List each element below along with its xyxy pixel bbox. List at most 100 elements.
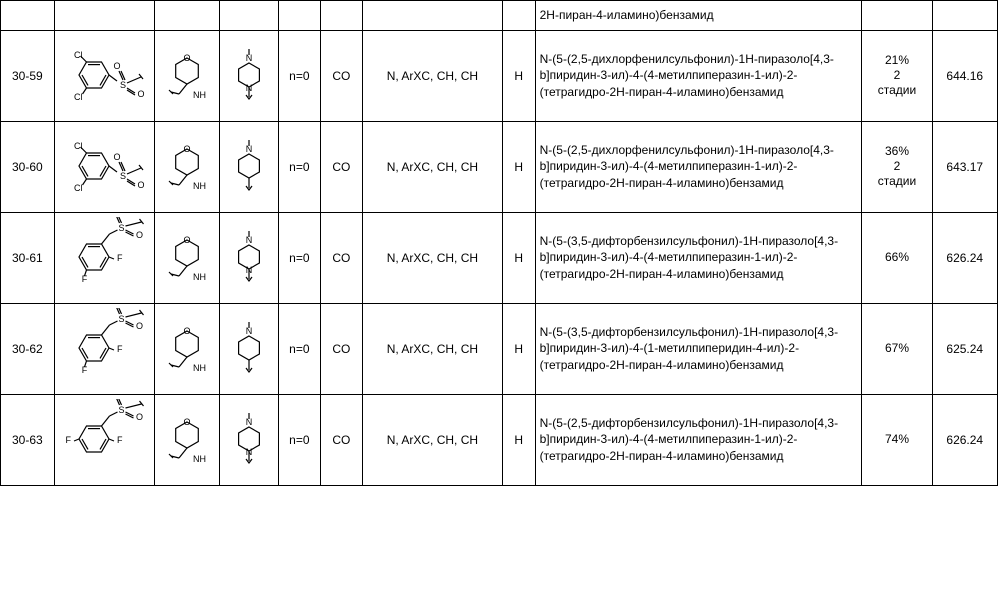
structure-2: ONH [155,121,220,212]
structure-1: ClClSOO [54,30,154,121]
hetero-pattern: N, ArXC, CH, CH [362,303,502,394]
empty-cell [502,1,535,31]
empty-cell [320,1,362,31]
empty-cell [54,1,154,31]
structure-3: NN [220,212,278,303]
compound-name: N-(5-(2,5-дифторбензилсульфонил)-1H-пира… [535,394,862,485]
svg-text:S: S [119,405,125,415]
mass: 643.17 [932,121,997,212]
svg-text:NH: NH [193,90,206,100]
svg-text:O: O [114,61,121,71]
r-group: H [502,303,535,394]
mass: 644.16 [932,30,997,121]
svg-text:Cl: Cl [74,50,83,60]
structure-3: NN [220,30,278,121]
n-value: n=0 [278,303,320,394]
table-row: 30-59 ClClSOO ONH NN n=0 CO N, ArXC, CH,… [1,30,998,121]
mass: 625.24 [932,303,997,394]
svg-text:O: O [136,412,143,422]
empty-cell [1,1,55,31]
structure-2: O NH [155,212,220,303]
structure-3: N [220,121,278,212]
svg-text:S: S [119,314,125,324]
yield: 66% [862,212,932,303]
svg-text:NH: NH [193,454,206,464]
n-value: n=0 [278,121,320,212]
n-value: n=0 [278,212,320,303]
svg-text:Cl: Cl [74,92,83,102]
n-value: n=0 [278,394,320,485]
empty-cell [220,1,278,31]
empty-cell [155,1,220,31]
table-row: 30-61 FFSOO ONH NN n=0 CO N, ArXC, CH, C… [1,212,998,303]
svg-text:F: F [117,253,123,263]
svg-text:S: S [119,223,125,233]
svg-text:F: F [117,344,123,354]
yield: 74% [862,394,932,485]
svg-text:NH: NH [193,363,206,373]
structure-1: ClClSOO [54,121,154,212]
hetero-pattern: N, ArXC, CH, CH [362,121,502,212]
compound-name: N-(5-(2,5-дихлорфенилсульфонил)-1H-пираз… [535,30,862,121]
hetero-pattern: N, ArXC, CH, CH [362,212,502,303]
svg-text:O: O [138,89,145,99]
r-group: H [502,30,535,121]
svg-text:O: O [136,321,143,331]
empty-cell [278,1,320,31]
structure-2: O NH [155,394,220,485]
svg-text:NH: NH [193,272,206,282]
table-row: 30-62 FFSOO ONH N n=0 CO N, ArXC, CH, CH… [1,303,998,394]
r-group: H [502,121,535,212]
structure-1: FFSOO [54,303,154,394]
svg-text:F: F [66,435,72,445]
compound-name-partial: 2H-пиран-4-иламино)бензамид [535,1,862,31]
compound-table: 2H-пиран-4-иламино)бензамид 30-59 ClClSO… [0,0,998,486]
r-group: H [502,394,535,485]
linker: CO [320,394,362,485]
yield: 36%2стадии [862,121,932,212]
empty-cell [932,1,997,31]
chemistry-table-page: 2H-пиран-4-иламино)бензамид 30-59 ClClSO… [0,0,998,486]
compound-name: N-(5-(2,5-дихлорфенилсульфонил)-1H-пираз… [535,121,862,212]
table-row-partial: 2H-пиран-4-иламино)бензамид [1,1,998,31]
linker: CO [320,303,362,394]
compound-id: 30-62 [1,303,55,394]
structure-3: NN [220,394,278,485]
compound-name: N-(5-(3,5-дифторбензилсульфонил)-1H-пира… [535,212,862,303]
svg-text:Cl: Cl [74,141,83,151]
svg-text:S: S [120,171,126,181]
svg-text:O: O [136,230,143,240]
compound-id: 30-63 [1,394,55,485]
structure-1: FFSOO [54,394,154,485]
table-row: 30-60 ClClSOO ONH N n=0 CO N, ArXC, CH, … [1,121,998,212]
yield: 21%2стадии [862,30,932,121]
mass: 626.24 [932,212,997,303]
svg-text:O: O [184,417,191,427]
mass: 626.24 [932,394,997,485]
svg-text:O: O [184,326,191,336]
svg-text:Cl: Cl [74,183,83,193]
svg-text:O: O [184,53,191,63]
linker: CO [320,212,362,303]
empty-cell [362,1,502,31]
structure-2: O NH [155,30,220,121]
svg-text:O: O [184,235,191,245]
compound-name: N-(5-(3,5-дифторбензилсульфонил)-1H-пира… [535,303,862,394]
linker: CO [320,121,362,212]
hetero-pattern: N, ArXC, CH, CH [362,394,502,485]
compound-id: 30-61 [1,212,55,303]
structure-1: FFSOO [54,212,154,303]
structure-3: N [220,303,278,394]
svg-text:NH: NH [193,181,206,191]
n-value: n=0 [278,30,320,121]
structure-2: O NH [155,303,220,394]
yield: 67% [862,303,932,394]
linker: CO [320,30,362,121]
svg-text:O: O [138,180,145,190]
svg-text:S: S [120,80,126,90]
compound-id: 30-59 [1,30,55,121]
svg-text:F: F [117,435,123,445]
svg-text:O: O [114,152,121,162]
compound-id: 30-60 [1,121,55,212]
table-row: 30-63 F F S O O O NH NN n=0 CO N, ArXC, CH, C… [1,394,998,485]
